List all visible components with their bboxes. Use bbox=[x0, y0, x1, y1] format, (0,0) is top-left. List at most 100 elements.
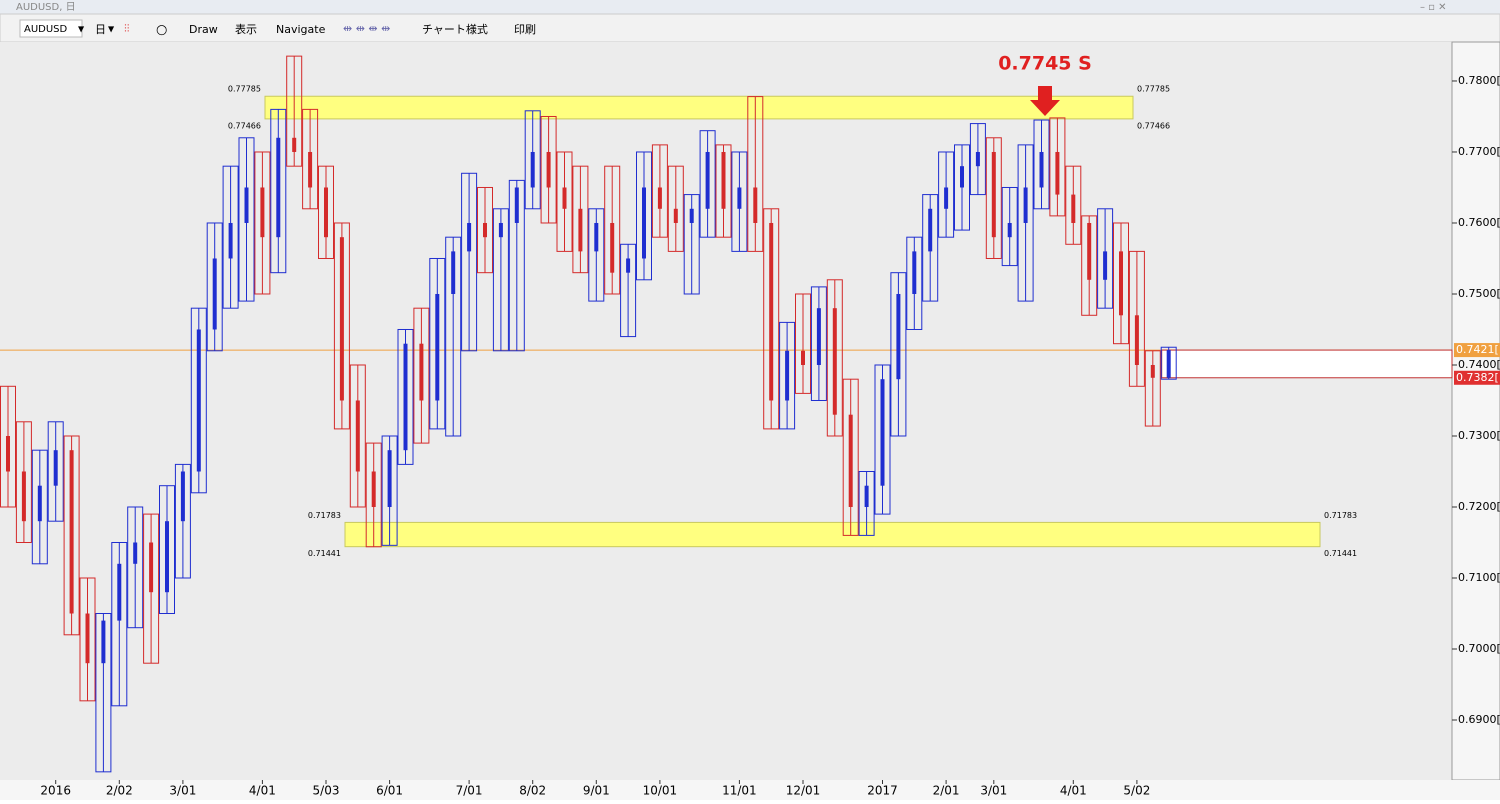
candle-body bbox=[689, 208, 694, 223]
period[interactable]: 日 bbox=[95, 23, 106, 36]
candle-body bbox=[816, 308, 821, 365]
candle-body bbox=[912, 251, 917, 294]
candle-body bbox=[117, 563, 122, 621]
candle-body bbox=[928, 208, 933, 252]
candle-body bbox=[403, 343, 408, 451]
candle-body bbox=[610, 222, 615, 273]
candle-body bbox=[562, 187, 567, 209]
x-tick-label: 9/01 bbox=[583, 784, 610, 798]
shape-tool[interactable]: ○ bbox=[156, 23, 167, 38]
candle-body bbox=[673, 208, 678, 223]
candle-body bbox=[944, 187, 949, 209]
candle-body bbox=[1166, 350, 1171, 378]
candle-body bbox=[85, 613, 90, 664]
price-tag bbox=[1454, 370, 1500, 385]
x-tick-label: 6/01 bbox=[376, 784, 403, 798]
candle-body bbox=[578, 208, 583, 252]
x-tick-label: 5/02 bbox=[1123, 784, 1150, 798]
dropdown[interactable]: ▼ bbox=[108, 25, 115, 34]
current-range bbox=[1161, 349, 1453, 379]
x-tick-label: 7/01 bbox=[456, 784, 483, 798]
candle-body bbox=[642, 187, 646, 259]
y-tick-label: 0.7300[0 bbox=[1458, 429, 1500, 442]
candle-body bbox=[705, 151, 710, 209]
y-tick-label: 0.7100[0 bbox=[1458, 571, 1500, 584]
candle-body bbox=[1103, 251, 1108, 280]
symbol-box[interactable] bbox=[19, 19, 83, 38]
title-bar bbox=[0, 0, 1500, 14]
candle-body bbox=[737, 187, 742, 209]
zone bbox=[344, 521, 1321, 548]
candle-body bbox=[1087, 222, 1092, 280]
candle-body bbox=[1150, 364, 1155, 378]
window-controls[interactable]: – ▫ ✕ bbox=[1420, 2, 1447, 13]
candle-body bbox=[308, 151, 313, 188]
candle-body bbox=[546, 151, 551, 188]
candle-body bbox=[530, 151, 535, 188]
candle-body bbox=[896, 293, 901, 380]
candle-body bbox=[832, 308, 837, 415]
toolbar bbox=[0, 13, 1500, 43]
zone-label: 0.71441 bbox=[1324, 549, 1357, 558]
y-tick-label: 0.7700[0 bbox=[1458, 145, 1500, 158]
x-tick-label: 8/02 bbox=[519, 784, 546, 798]
x-tick-label: 2/01 bbox=[933, 784, 960, 798]
x-tick-label: 12/01 bbox=[786, 784, 821, 798]
candle-body bbox=[212, 258, 217, 330]
candle-body bbox=[196, 329, 201, 472]
candle-body bbox=[228, 222, 233, 259]
x-tick-label: 2/02 bbox=[106, 784, 133, 798]
window-title: AUDUSD, 日 bbox=[16, 2, 76, 13]
candle-body bbox=[483, 222, 487, 238]
candle-body bbox=[419, 343, 424, 401]
zone-label: 0.71783 bbox=[308, 511, 341, 520]
menu-chart-style[interactable]: チャート様式 bbox=[422, 22, 488, 36]
x-tick-label: 4/01 bbox=[1060, 784, 1087, 798]
dropdown[interactable]: ▼ bbox=[78, 25, 85, 34]
candle-body bbox=[467, 222, 472, 252]
candle-body bbox=[514, 187, 519, 223]
plot-area bbox=[0, 42, 1452, 780]
chart-type[interactable]: ⫶⫶ bbox=[124, 22, 130, 35]
y-tick-label: 0.6900[0 bbox=[1458, 713, 1500, 726]
candle-body bbox=[991, 151, 996, 238]
x-tick-label: 3/01 bbox=[169, 784, 196, 798]
candle-body bbox=[435, 293, 440, 401]
menu-print[interactable]: 印刷 bbox=[514, 23, 536, 36]
menu-draw[interactable]: Draw bbox=[189, 23, 218, 36]
candle-body bbox=[960, 166, 964, 188]
x-tick-label: 5/03 bbox=[313, 784, 340, 798]
y-tick-label: 0.7200[0 bbox=[1458, 500, 1500, 513]
candle-body bbox=[594, 222, 599, 252]
zone-label: 0.77785 bbox=[1137, 85, 1170, 94]
y-tick-label: 0.7600[0 bbox=[1458, 216, 1500, 229]
candle-body bbox=[371, 471, 376, 507]
candle-body bbox=[165, 521, 169, 593]
candle-body bbox=[769, 222, 774, 401]
candle-body bbox=[626, 258, 631, 273]
x-tick-label: 2016 bbox=[40, 784, 71, 798]
candle-body bbox=[1055, 151, 1060, 195]
candle-body bbox=[324, 187, 328, 238]
candle-body bbox=[69, 450, 74, 614]
symbol[interactable]: AUDUSD bbox=[24, 24, 68, 35]
candle-body bbox=[21, 471, 26, 522]
menu-view[interactable]: 表示 bbox=[235, 22, 257, 36]
time-axis bbox=[0, 780, 1500, 800]
candle-body bbox=[864, 485, 869, 507]
candle-body bbox=[498, 222, 503, 238]
candle-body bbox=[785, 350, 790, 401]
menu-navigate[interactable]: Navigate bbox=[276, 23, 326, 36]
zone-label: 0.77466 bbox=[1137, 121, 1170, 130]
candle-body bbox=[657, 187, 662, 209]
candle-body bbox=[292, 137, 297, 152]
x-tick-label: 10/01 bbox=[643, 784, 678, 798]
candle-body bbox=[276, 137, 281, 238]
zone-label: 0.71441 bbox=[308, 549, 341, 558]
zoom-tools[interactable]: ⇹ ⇹ ⇹ ⇹ bbox=[343, 22, 390, 35]
x-tick-label: 3/01 bbox=[980, 784, 1007, 798]
zone bbox=[264, 95, 1134, 120]
annotation-arrow bbox=[1030, 86, 1060, 117]
candle-body bbox=[1007, 222, 1012, 238]
